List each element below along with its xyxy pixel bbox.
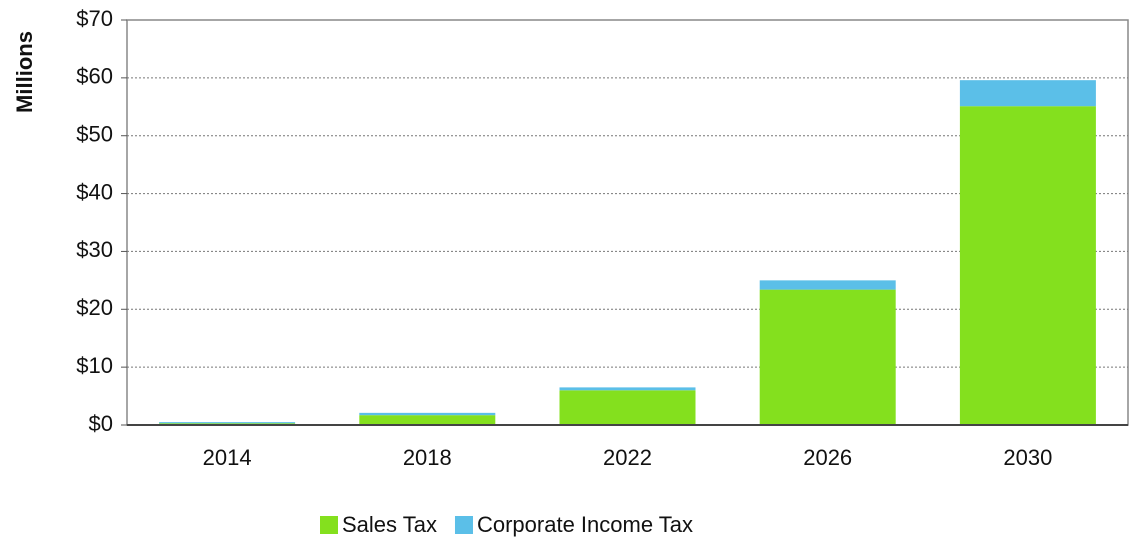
y-tick-label: $50 [76, 122, 113, 147]
x-tick-label: 2022 [603, 445, 652, 470]
bar-segment [559, 387, 696, 391]
y-axis-label: Millions [12, 31, 37, 113]
x-tick-label: 2026 [803, 445, 852, 470]
x-tick-label: 2018 [403, 445, 452, 470]
bar-segment [359, 415, 496, 425]
y-tick-label: $0 [89, 411, 113, 436]
x-tick-label: 2014 [203, 445, 252, 470]
x-tick-label: 2030 [1003, 445, 1052, 470]
y-tick-label: $20 [76, 295, 113, 320]
bar-segment [959, 80, 1096, 107]
bar-segment [159, 422, 296, 424]
y-tick-label: $70 [76, 6, 113, 31]
bar-segment [959, 106, 1096, 425]
y-tick-label: $40 [76, 179, 113, 204]
y-tick-label: $30 [76, 237, 113, 262]
legend-swatch [454, 516, 473, 534]
legend-swatch [320, 516, 338, 534]
bar-segment [759, 289, 896, 425]
bar-segment [759, 280, 896, 290]
legend-label: Sales Tax [342, 512, 437, 537]
y-tick-label: $10 [76, 353, 113, 378]
bar-segment [359, 412, 496, 416]
y-tick-label: $60 [76, 64, 113, 89]
legend-label: Corporate Income Tax [477, 512, 693, 537]
bar-segment [559, 390, 696, 425]
